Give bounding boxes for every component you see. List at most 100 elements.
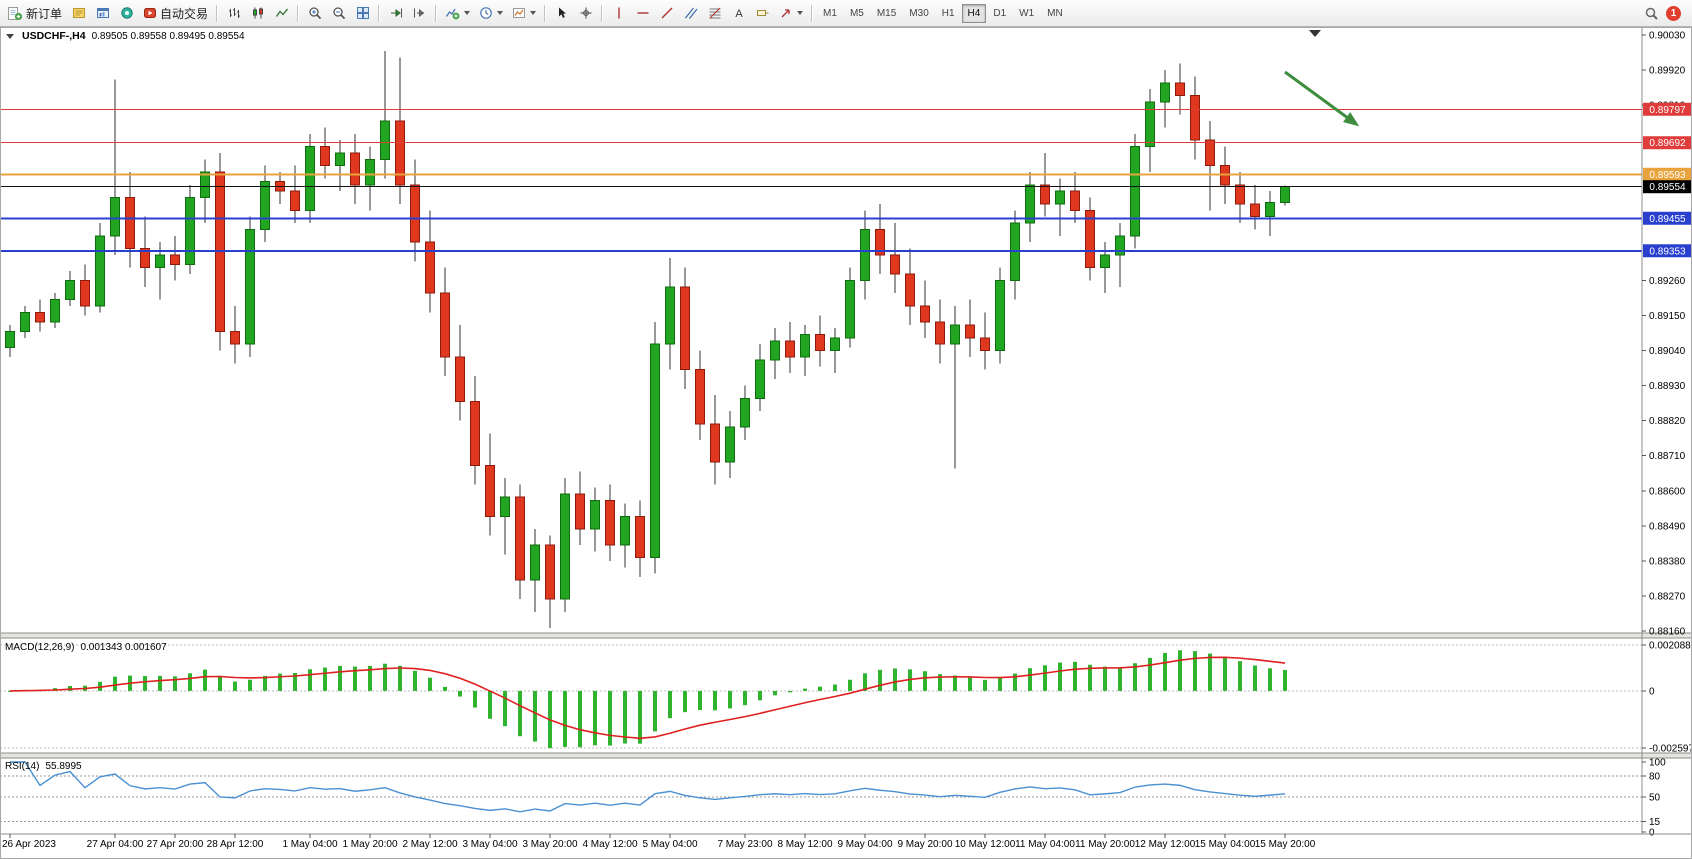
periods-dropdown-button[interactable]: [475, 2, 507, 24]
candle: [395, 57, 405, 204]
bar-chart-button[interactable]: [222, 2, 245, 24]
macd-histogram-bar: [653, 690, 657, 732]
notification-badge[interactable]: 1: [1666, 5, 1681, 21]
trendline-icon: [660, 6, 674, 20]
time-axis-label: 7 May 23:00: [717, 839, 772, 850]
macd-histogram-bar: [1178, 650, 1182, 691]
macd-histogram-bar: [158, 675, 162, 691]
panel-splitter[interactable]: [0, 633, 1692, 638]
macd-histogram-bar: [1148, 657, 1152, 691]
macd-axis-label: 0.002088: [1649, 641, 1691, 652]
macd-histogram-bar: [878, 669, 882, 691]
auto-scroll-button[interactable]: [384, 2, 407, 24]
market-depth-button[interactable]: [67, 2, 90, 24]
candle: [170, 235, 180, 281]
candle: [590, 487, 600, 552]
panel-splitter[interactable]: [0, 753, 1692, 758]
strategy-tester-button[interactable]: [115, 2, 138, 24]
rsi-panel: 100 80 50 150: [0, 758, 1666, 839]
time-axis-label: 26 Apr 2023: [2, 839, 56, 850]
zoom-in-button[interactable]: [303, 2, 326, 24]
candle: [950, 305, 960, 469]
candle: [755, 344, 765, 412]
macd-histogram-bar: [563, 690, 567, 747]
macd-histogram-bar: [893, 668, 897, 691]
chart-collapse-icon[interactable]: [6, 33, 14, 39]
macd-histogram-bar: [728, 690, 732, 709]
vertical-line-tool-button[interactable]: [607, 2, 630, 24]
auto-trading-button[interactable]: 自动交易: [139, 2, 212, 24]
macd-histogram-bar: [188, 673, 192, 691]
timeframe-h4-button[interactable]: H4: [961, 3, 987, 23]
candle: [875, 203, 885, 275]
macd-histogram-bar: [488, 690, 492, 719]
text-tool-button[interactable]: A: [727, 2, 750, 24]
crosshair-tool-button[interactable]: [574, 2, 597, 24]
candle: [560, 478, 570, 612]
time-axis-label: 11 May 20:00: [1075, 839, 1135, 850]
price-line-label: 0.89797: [1643, 102, 1692, 116]
chart-shift-button[interactable]: [408, 2, 431, 24]
timeframe-d1-button[interactable]: D1: [987, 4, 1012, 23]
candle: [515, 484, 525, 600]
candle: [935, 299, 945, 364]
templates-dropdown-button[interactable]: [508, 2, 540, 24]
line-chart-icon: [275, 6, 289, 20]
candlestick-chart-button[interactable]: [246, 2, 269, 24]
candle: [1205, 121, 1215, 211]
trend-arrow[interactable]: [1284, 70, 1360, 127]
candle: [1190, 76, 1200, 160]
timeframe-m15-button[interactable]: M15: [871, 4, 902, 23]
price-axis[interactable]: 0.900300.899200.898100.892600.891500.890…: [1642, 31, 1692, 638]
time-axis[interactable]: 26 Apr 2023 27 Apr 04:00 27 Apr 20:00 28 Ap…: [2, 834, 1316, 850]
macd-histogram-bar: [1133, 663, 1137, 691]
macd-signal-line: [9, 656, 1286, 740]
trendline-tool-button[interactable]: [655, 2, 678, 24]
timeframe-m5-button[interactable]: M5: [844, 4, 870, 23]
timeframe-mn-button[interactable]: MN: [1041, 4, 1069, 23]
timeframe-m30-button[interactable]: M30: [903, 4, 934, 23]
indicators-button[interactable]: [441, 2, 474, 24]
macd-histogram-bar: [428, 677, 432, 691]
terminal-window-button[interactable]: [91, 2, 114, 24]
toolbar-separator: [378, 4, 381, 22]
candle: [1235, 172, 1245, 224]
candle: [545, 535, 555, 628]
candle: [710, 395, 720, 485]
candle: [350, 133, 360, 204]
tile-windows-button[interactable]: [351, 2, 374, 24]
timeframe-m1-button[interactable]: M1: [817, 4, 843, 23]
cursor-tool-button[interactable]: [550, 2, 573, 24]
fibonacci-tool-button[interactable]: [703, 2, 726, 24]
price-tick-label: 0.88600: [1649, 486, 1686, 497]
candle: [650, 321, 660, 574]
label-tool-button[interactable]: [751, 2, 774, 24]
timeframe-h1-button[interactable]: H1: [936, 4, 961, 23]
candle: [1250, 184, 1260, 230]
chart-shift-marker[interactable]: [1309, 30, 1321, 37]
chart-canvas[interactable]: 0.900300.899200.898100.892600.891500.890…: [0, 27, 1692, 859]
rsi-line: [10, 761, 1286, 813]
svg-text:0.89692: 0.89692: [1649, 138, 1686, 149]
macd-histogram-bar: [518, 690, 522, 737]
new-order-button[interactable]: 新订单: [3, 2, 66, 24]
candle: [245, 216, 255, 357]
macd-histogram-bar: [1208, 653, 1212, 691]
rsi-indicator-value: 55.8995: [45, 761, 82, 772]
timeframe-w1-button[interactable]: W1: [1013, 4, 1040, 23]
price-tick-label: 0.88380: [1649, 556, 1686, 567]
macd-histogram-bar: [623, 690, 627, 744]
zoom-out-button[interactable]: [327, 2, 350, 24]
arrows-tool-button[interactable]: [775, 2, 807, 24]
tile-windows-icon: [356, 6, 370, 20]
horizontal-line-tool-button[interactable]: [631, 2, 654, 24]
channel-tool-button[interactable]: [679, 2, 702, 24]
candle: [575, 471, 585, 545]
candle: [485, 433, 495, 536]
price-tick-label: 0.89260: [1649, 276, 1686, 287]
line-chart-button[interactable]: [270, 2, 293, 24]
search-button[interactable]: [1640, 2, 1663, 24]
market-depth-icon: [72, 6, 86, 20]
macd-histogram-bar: [788, 690, 792, 693]
candle: [1280, 185, 1290, 206]
